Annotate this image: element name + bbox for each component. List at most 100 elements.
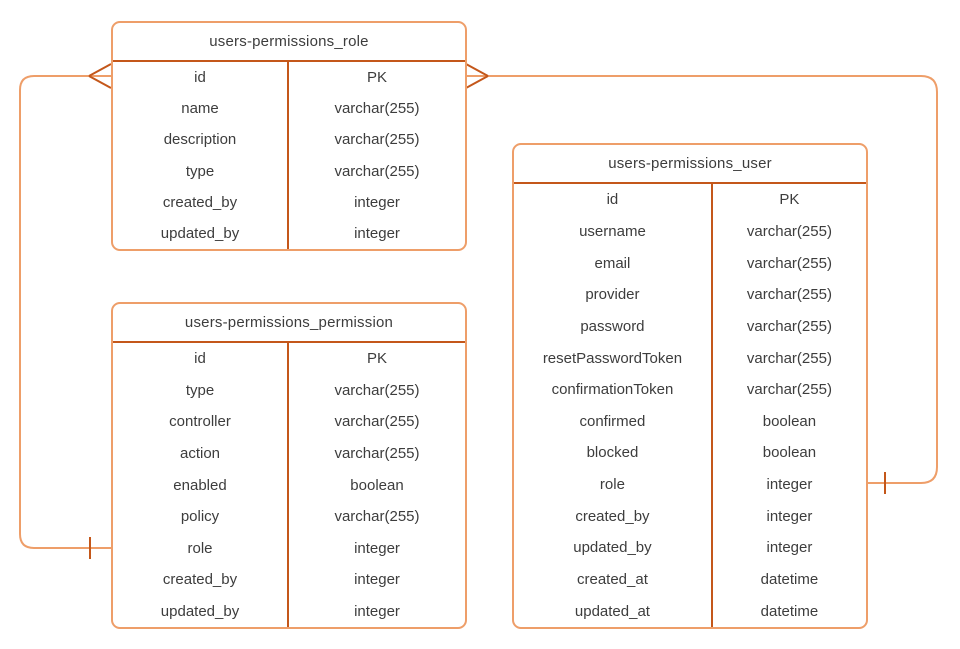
column-name-cell: email: [514, 247, 713, 279]
column-name-cell: updated_by: [113, 595, 289, 628]
column-type-cell: integer: [354, 193, 400, 211]
table-row: provider varchar(255): [514, 278, 866, 311]
column-type-cell: datetime: [760, 602, 819, 620]
column-name-cell: type: [113, 155, 289, 187]
table-row: type varchar(255): [113, 155, 465, 187]
column-name-cell: created_by: [514, 500, 713, 533]
table-row: controller varchar(255): [113, 406, 465, 438]
column-type-cell: varchar(255): [334, 508, 420, 526]
column-type-cell: integer: [354, 602, 400, 620]
column-type-cell: varchar(255): [746, 381, 832, 399]
entity-table-permission[interactable]: users-permissions_permission id PK type …: [111, 302, 467, 629]
column-name-cell: type: [113, 374, 289, 407]
column-name-cell: description: [113, 124, 289, 156]
column-type-cell: PK: [366, 69, 387, 87]
column-type-cell: varchar(255): [334, 444, 420, 462]
column-name-cell: resetPasswordToken: [514, 342, 713, 374]
column-type-cell: integer: [766, 507, 813, 525]
table-row: confirmationToken varchar(255): [514, 373, 866, 406]
table-row: username varchar(255): [514, 215, 866, 248]
column-type-cell: varchar(255): [334, 100, 420, 118]
column-type-cell: varchar(255): [746, 222, 832, 240]
column-name-cell: enabled: [113, 469, 289, 501]
column-type-cell: varchar(255): [746, 317, 832, 335]
column-name-cell: confirmationToken: [514, 373, 713, 406]
table-row: role integer: [113, 532, 465, 564]
table-row: updated_by integer: [514, 532, 866, 564]
column-type-cell: varchar(255): [746, 254, 832, 272]
column-name-cell: controller: [113, 406, 289, 438]
column-name-cell: role: [514, 468, 713, 501]
table-row: password varchar(255): [514, 310, 866, 343]
column-name-cell: blocked: [514, 437, 713, 469]
table-row: created_by integer: [514, 500, 866, 533]
table-row: created_by integer: [113, 186, 465, 218]
table-rows: id PK name varchar(255) description varc…: [113, 62, 465, 250]
table-row: updated_at datetime: [514, 595, 866, 627]
crow-foot-many-icon: [88, 63, 112, 89]
column-type-cell: varchar(255): [334, 413, 420, 431]
table-row: policy varchar(255): [113, 500, 465, 533]
column-type-cell: datetime: [760, 571, 819, 588]
table-rows: id PK username varchar(255) email varcha…: [514, 184, 866, 627]
column-type-cell: boolean: [350, 476, 404, 494]
table-title: users-permissions_permission: [113, 304, 465, 343]
table-row: enabled boolean: [113, 469, 465, 501]
column-type-cell: integer: [766, 476, 813, 494]
column-type-cell: varchar(255): [746, 286, 832, 304]
table-row: role integer: [514, 468, 866, 501]
table-row: id PK: [113, 343, 465, 375]
crow-foot-many-icon: [465, 63, 489, 89]
column-name-cell: provider: [514, 278, 713, 311]
column-name-cell: action: [113, 437, 289, 470]
column-name-cell: id: [113, 343, 289, 375]
table-rows: id PK type varchar(255) controller varch…: [113, 343, 465, 628]
table-row: id PK: [113, 62, 465, 94]
column-type-cell: varchar(255): [334, 381, 420, 399]
column-type-cell: PK: [366, 350, 387, 368]
table-row: created_at datetime: [514, 563, 866, 596]
column-name-cell: updated_by: [514, 532, 713, 564]
entity-table-role[interactable]: users-permissions_role id PK name varcha…: [111, 21, 467, 251]
column-type-cell: integer: [354, 224, 400, 242]
relationship-role-permission-line: [19, 75, 111, 549]
table-row: type varchar(255): [113, 374, 465, 407]
table-row: updated_by integer: [113, 595, 465, 628]
column-name-cell: created_by: [113, 563, 289, 596]
column-type-cell: varchar(255): [334, 131, 420, 149]
table-title: users-permissions_user: [514, 145, 866, 184]
table-row: blocked boolean: [514, 437, 866, 469]
column-type-cell: varchar(255): [334, 162, 420, 180]
column-name-cell: created_by: [113, 186, 289, 218]
table-row: resetPasswordToken varchar(255): [514, 342, 866, 374]
column-name-cell: username: [514, 215, 713, 248]
column-name-cell: password: [514, 310, 713, 343]
column-name-cell: updated_by: [113, 217, 289, 250]
column-type-cell: integer: [354, 571, 400, 589]
table-row: confirmed boolean: [514, 405, 866, 438]
column-name-cell: updated_at: [514, 595, 713, 627]
column-name-cell: id: [514, 184, 713, 216]
table-row: name varchar(255): [113, 93, 465, 125]
column-name-cell: name: [113, 93, 289, 125]
column-name-cell: role: [113, 532, 289, 564]
table-row: id PK: [514, 184, 866, 216]
table-row: updated_by integer: [113, 217, 465, 250]
table-row: description varchar(255): [113, 124, 465, 156]
entity-table-user[interactable]: users-permissions_user id PK username va…: [512, 143, 868, 629]
table-row: email varchar(255): [514, 247, 866, 279]
column-name-cell: created_at: [514, 563, 713, 596]
table-title: users-permissions_role: [113, 23, 465, 62]
column-type-cell: PK: [779, 191, 800, 209]
column-type-cell: boolean: [762, 412, 817, 430]
column-type-cell: boolean: [762, 444, 817, 462]
column-name-cell: id: [113, 62, 289, 94]
column-type-cell: integer: [766, 539, 813, 557]
table-row: created_by integer: [113, 563, 465, 596]
column-type-cell: integer: [354, 539, 400, 557]
column-name-cell: confirmed: [514, 405, 713, 438]
column-type-cell: varchar(255): [746, 349, 832, 367]
table-row: action varchar(255): [113, 437, 465, 470]
column-name-cell: policy: [113, 500, 289, 533]
